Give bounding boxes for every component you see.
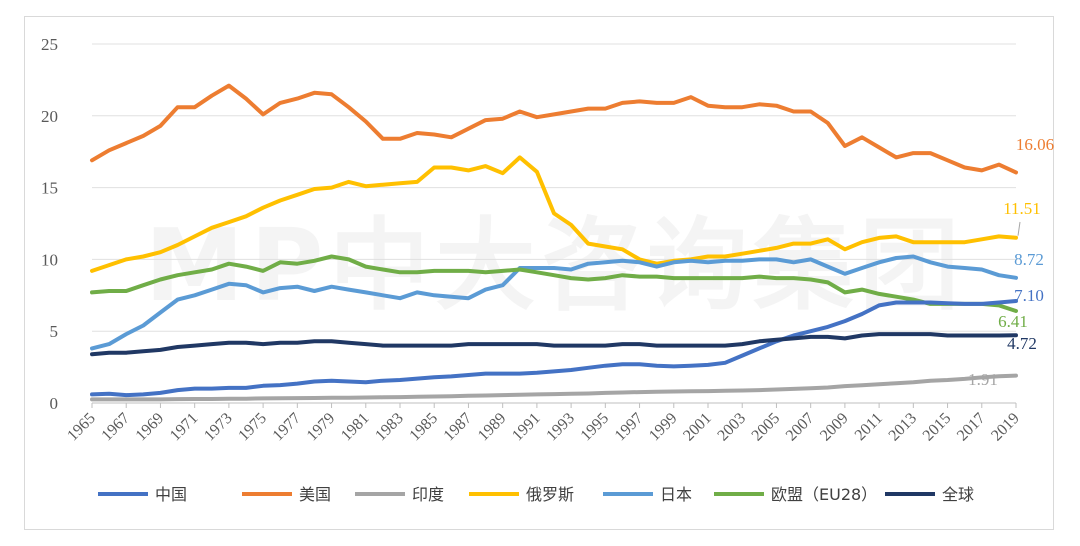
y-tick-label: 5 <box>50 322 59 341</box>
x-tick-label: 2005 <box>749 410 784 445</box>
y-tick-label: 25 <box>41 35 58 54</box>
series-line-6 <box>90 332 1018 357</box>
legend-label-5: 欧盟（EU28） <box>771 485 877 504</box>
legend-label-3: 俄罗斯 <box>526 485 574 504</box>
x-tick-label: 1991 <box>509 410 544 445</box>
x-tick-label: 1995 <box>578 410 613 445</box>
x-tick-label: 2009 <box>817 410 852 445</box>
series-line-5 <box>90 254 1018 313</box>
end-label-6: 4.72 <box>1007 334 1037 353</box>
x-tick-label: 1979 <box>304 410 339 445</box>
x-tick-label: 1983 <box>372 410 407 445</box>
x-tick-label: 1985 <box>406 410 441 445</box>
x-tick-label: 1977 <box>270 410 305 445</box>
x-tick-label: 1981 <box>338 410 373 445</box>
x-tick-label: 2003 <box>714 410 749 445</box>
series-line-4 <box>90 254 1018 351</box>
legend-label-4: 日本 <box>660 485 692 504</box>
x-tick-label: 2015 <box>920 410 955 445</box>
end-label-1: 16.06 <box>1016 135 1054 154</box>
x-tick-label: 1997 <box>612 410 647 445</box>
x-tick-label: 2017 <box>954 410 989 445</box>
end-label-4: 8.72 <box>1014 250 1044 269</box>
x-tick-label: 2013 <box>886 410 921 445</box>
x-tick-label: 2007 <box>783 410 818 445</box>
x-tick-label: 1993 <box>543 410 578 445</box>
end-label-leader <box>1017 221 1021 236</box>
x-tick-label: 1971 <box>167 410 202 445</box>
y-tick-label: 20 <box>41 107 58 126</box>
x-tick-label: 1999 <box>646 410 681 445</box>
x-tick-label: 1975 <box>235 410 270 445</box>
legend-label-6: 全球 <box>942 485 974 504</box>
legend-label-1: 美国 <box>299 485 331 504</box>
legend-label-0: 中国 <box>155 485 187 504</box>
x-tick-label: 2019 <box>988 410 1023 445</box>
x-tick-label: 1969 <box>133 410 168 445</box>
x-tick-label: 2011 <box>852 410 886 444</box>
watermark-text: MP中大咨询集团 <box>145 207 966 324</box>
x-tick-label: 1989 <box>475 410 510 445</box>
x-tick-label: 1973 <box>201 410 236 445</box>
y-tick-label: 0 <box>50 394 59 413</box>
y-tick-label: 15 <box>41 179 58 198</box>
end-label-0: 7.10 <box>1014 286 1044 305</box>
x-tick-label: 1987 <box>441 410 476 445</box>
series-line-0 <box>90 299 1018 398</box>
y-tick-label: 10 <box>41 250 58 269</box>
series-line-3 <box>90 155 1018 273</box>
legend-label-2: 印度 <box>412 485 444 504</box>
series-line-2 <box>90 373 1018 402</box>
end-label-2: 1.91 <box>968 370 998 389</box>
x-tick-label: 1967 <box>98 410 133 445</box>
x-tick-label: 2001 <box>680 410 715 445</box>
end-label-3: 11.51 <box>1003 199 1041 218</box>
end-label-5: 6.41 <box>998 312 1028 331</box>
x-tick-label: 1965 <box>64 410 99 445</box>
series-line-1 <box>90 83 1018 175</box>
